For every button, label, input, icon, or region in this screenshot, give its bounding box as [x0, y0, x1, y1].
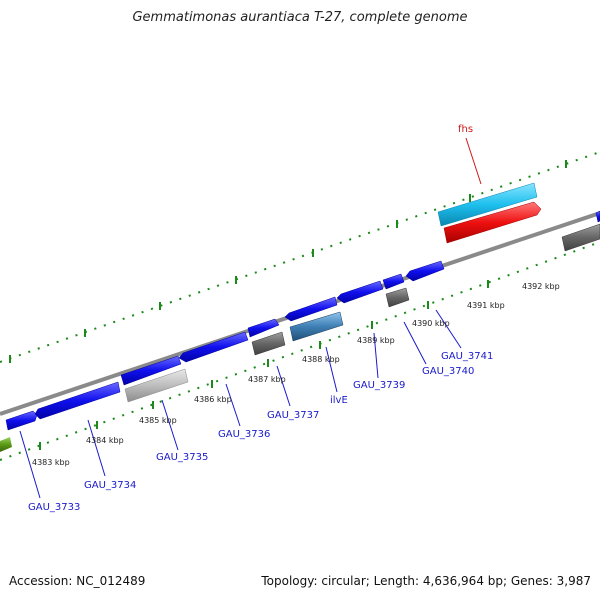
gene-gau-3733[interactable] [5, 410, 38, 431]
feature-gau-3740b[interactable] [385, 287, 410, 308]
scale-label-4391: 4391 kbp [467, 301, 505, 310]
scale-label-4388: 4388 kbp [302, 355, 340, 364]
gene-label-gau-3740[interactable]: GAU_3740 [422, 366, 474, 377]
gene-label-gau-3741[interactable]: GAU_3741 [441, 351, 493, 362]
gene-gau-3736[interactable] [178, 331, 249, 363]
feature-ilve-b[interactable] [289, 311, 344, 342]
gene-gau-3735a[interactable] [120, 355, 182, 386]
gene-label-gau-3735[interactable]: GAU_3735 [156, 452, 208, 463]
scale-label-4386: 4386 kbp [194, 395, 232, 404]
gene-gau-3741[interactable] [405, 260, 445, 282]
feature-gau-3737b[interactable] [251, 331, 286, 356]
gene-label-fhs[interactable]: fhs [458, 124, 473, 135]
forward-genes [5, 210, 600, 431]
gene-ilve-a[interactable] [284, 296, 338, 322]
gene-fhs-red[interactable] [443, 201, 542, 244]
outer-major-ticks [9, 160, 567, 363]
gene-label-gau-3737[interactable]: GAU_3737 [267, 410, 319, 421]
gene-label-gau-3739[interactable]: GAU_3739 [353, 380, 405, 391]
scale-label-4387: 4387 kbp [248, 375, 286, 384]
scale-label-4389: 4389 kbp [357, 336, 395, 345]
inner-tick-track [0, 241, 600, 461]
label-connector-fhs [465, 137, 482, 185]
feature-fhs-cyan[interactable] [437, 182, 538, 227]
gene-label-gau-3733[interactable]: GAU_3733 [28, 502, 80, 513]
scale-label-4392: 4392 kbp [522, 282, 560, 291]
gene-label-gau-3736[interactable]: GAU_3736 [218, 429, 270, 440]
scale-label-4385: 4385 kbp [139, 416, 177, 425]
inner-major-ticks [39, 280, 489, 450]
gene-labels: GAU_3733 GAU_3734 GAU_3735 GAU_3736 GAU_… [28, 124, 493, 513]
secondary-features [0, 223, 600, 452]
scale-label-4390: 4390 kbp [412, 319, 450, 328]
accession-label: Accession: NC_012489 [9, 574, 146, 588]
gene-right-edge[interactable] [595, 210, 600, 223]
scale-labels: 4383 kbp 4384 kbp 4385 kbp 4386 kbp 4387… [32, 282, 560, 467]
gene-gau-3740[interactable] [382, 273, 405, 290]
gene-label-gau-3734[interactable]: GAU_3734 [84, 480, 136, 491]
feature-olive[interactable] [0, 437, 12, 452]
map-title: Gemmatimonas aurantiaca T-27, complete g… [132, 10, 468, 25]
gene-gau-3739[interactable] [336, 280, 384, 304]
gene-gau-3737[interactable] [247, 318, 280, 338]
feature-gau-3735b[interactable] [124, 368, 189, 403]
label-connectors [19, 309, 462, 499]
gene-gau-3734[interactable] [34, 381, 121, 420]
scale-label-4384: 4384 kbp [86, 436, 124, 445]
genome-summary: Topology: circular; Length: 4,636,964 bp… [261, 574, 591, 588]
scale-label-4383: 4383 kbp [32, 458, 70, 467]
feature-right-gray[interactable] [561, 223, 600, 252]
gene-label-ilve[interactable]: ilvE [330, 395, 348, 406]
